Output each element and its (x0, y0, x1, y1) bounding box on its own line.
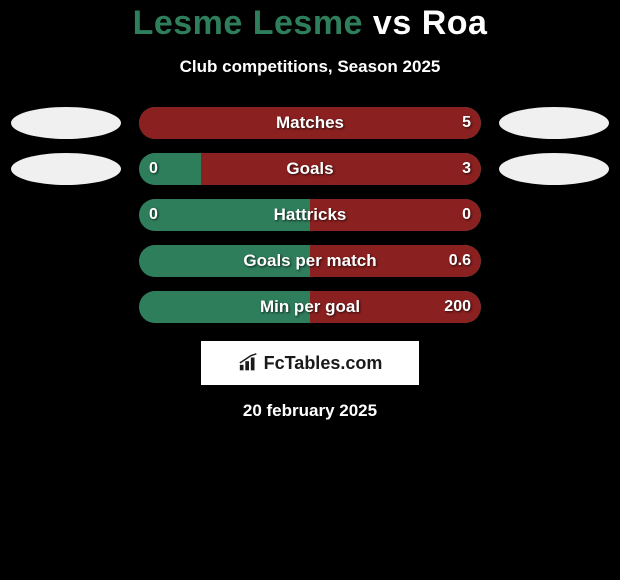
stat-bar: Matches 5 (139, 107, 481, 139)
spacer (11, 291, 121, 323)
player2-name: Roa (422, 4, 488, 42)
stat-label: Goals per match (243, 251, 376, 271)
stat-right-value: 0.6 (449, 252, 471, 270)
stat-bar: Goals per match 0.6 (139, 245, 481, 277)
stat-right-value: 5 (462, 114, 471, 132)
stat-row-hattricks: 0 Hattricks 0 (0, 199, 620, 231)
stat-label: Hattricks (274, 205, 347, 225)
stat-bar: 0 Hattricks 0 (139, 199, 481, 231)
brand-text: FcTables.com (264, 353, 383, 374)
stat-left-value: 0 (149, 160, 158, 178)
vs-text: vs (373, 4, 412, 42)
player1-badge-icon (11, 107, 121, 139)
stat-row-matches: Matches 5 (0, 107, 620, 139)
spacer (499, 199, 609, 231)
spacer (499, 291, 609, 323)
stat-label: Goals (286, 159, 333, 179)
stat-row-min-per-goal: Min per goal 200 (0, 291, 620, 323)
chart-icon (238, 353, 260, 373)
date-text: 20 february 2025 (243, 401, 377, 421)
player2-badge-icon (499, 153, 609, 185)
spacer (11, 245, 121, 277)
spacer (11, 199, 121, 231)
stats-comparison-card: Lesme Lesme vs Roa Club competitions, Se… (0, 0, 620, 421)
stat-right-value: 3 (462, 160, 471, 178)
stat-bar: Min per goal 200 (139, 291, 481, 323)
brand-box: FcTables.com (201, 341, 419, 385)
stat-row-goals: 0 Goals 3 (0, 153, 620, 185)
subtitle: Club competitions, Season 2025 (180, 57, 441, 77)
stat-label: Min per goal (260, 297, 360, 317)
stat-right-value: 0 (462, 206, 471, 224)
stat-row-goals-per-match: Goals per match 0.6 (0, 245, 620, 277)
player1-badge-icon (11, 153, 121, 185)
stats-rows: Matches 5 0 Goals 3 0 Hattricks (0, 107, 620, 323)
stat-bar: 0 Goals 3 (139, 153, 481, 185)
spacer (499, 245, 609, 277)
stat-right-value: 200 (444, 298, 471, 316)
stat-left-value: 0 (149, 206, 158, 224)
bar-fill-player2 (201, 153, 481, 185)
stat-label: Matches (276, 113, 344, 133)
player2-badge-icon (499, 107, 609, 139)
player1-name: Lesme Lesme (133, 4, 363, 42)
page-title: Lesme Lesme vs Roa (133, 4, 488, 43)
